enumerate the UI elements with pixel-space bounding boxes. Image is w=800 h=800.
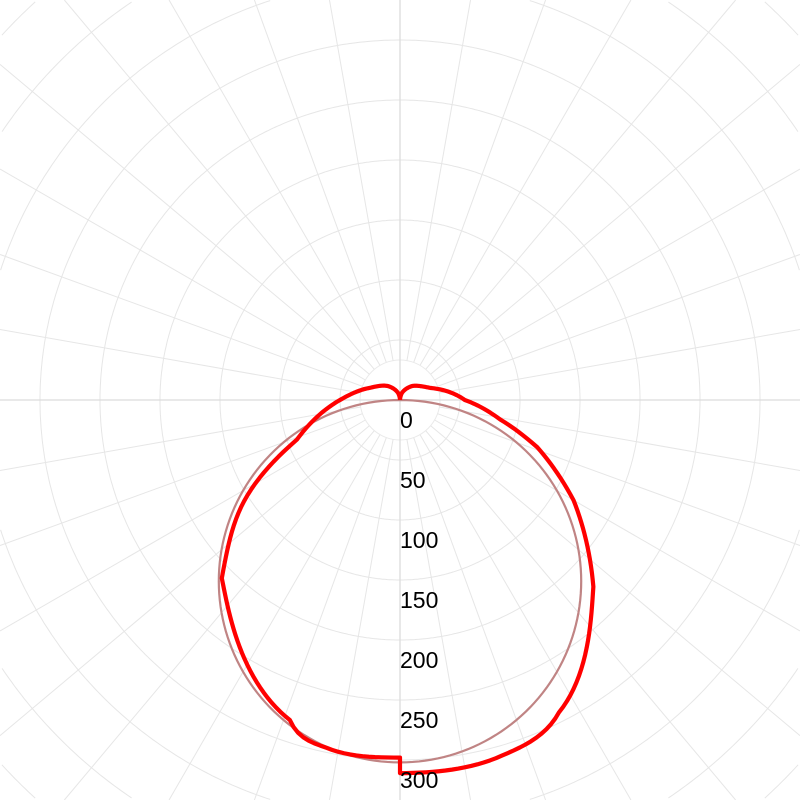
grid-spoke-230 xyxy=(0,63,370,375)
grid-spoke-240 xyxy=(0,168,366,381)
grid-spoke-130 xyxy=(430,63,800,375)
grid-spoke-160 xyxy=(413,0,547,363)
grid-spoke-190 xyxy=(328,0,394,361)
grid-spoke-210 xyxy=(168,0,381,366)
grid-spoke-220 xyxy=(63,0,375,370)
grid-spoke-280 xyxy=(0,406,361,472)
curves xyxy=(217,383,596,776)
grid-spoke-20 xyxy=(413,437,547,800)
grid-spoke-300 xyxy=(0,419,366,632)
grid-spoke-140 xyxy=(425,0,737,370)
tick-label-300: 300 xyxy=(400,767,438,793)
grid-spoke-250 xyxy=(0,253,363,387)
grid-spoke-170 xyxy=(406,0,472,361)
grid-spoke-350 xyxy=(328,439,394,800)
grid-spoke-330 xyxy=(168,434,381,800)
tick-label-100: 100 xyxy=(400,527,438,553)
radial-tick-labels: 0 50 100 150 200 250 300 xyxy=(400,407,438,793)
grid-spoke-320 xyxy=(63,430,375,800)
tick-label-150: 150 xyxy=(400,587,438,613)
grid-spoke-50 xyxy=(430,425,800,737)
grid-spoke-260 xyxy=(0,328,361,394)
tick-label-50: 50 xyxy=(400,467,426,493)
series-main-curve xyxy=(219,383,596,776)
grid-spoke-30 xyxy=(419,434,632,800)
grid-spoke-340 xyxy=(253,437,387,800)
grid-spoke-100 xyxy=(439,328,800,394)
tick-label-0: 0 xyxy=(400,407,413,433)
tick-label-250: 250 xyxy=(400,707,438,733)
grid-spoke-150 xyxy=(419,0,632,366)
grid-spoke-60 xyxy=(434,419,800,632)
grid-spoke-110 xyxy=(437,253,800,387)
grid-spoke-200 xyxy=(253,0,387,363)
grid-spoke-40 xyxy=(425,430,737,800)
grid-spoke-120 xyxy=(434,168,800,381)
grid-spoke-310 xyxy=(0,425,370,737)
tick-label-200: 200 xyxy=(400,647,438,673)
grid-spoke-10 xyxy=(406,439,472,800)
grid-spoke-70 xyxy=(437,413,800,547)
